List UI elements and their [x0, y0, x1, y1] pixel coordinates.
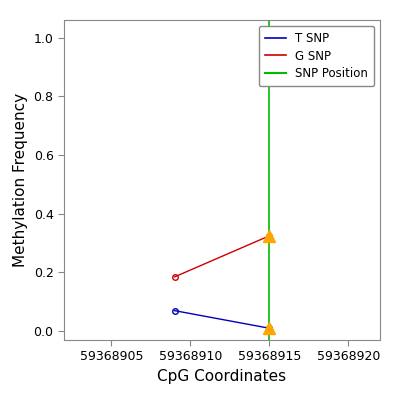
X-axis label: CpG Coordinates: CpG Coordinates — [158, 369, 286, 384]
Y-axis label: Methylation Frequency: Methylation Frequency — [13, 93, 28, 267]
Legend: T SNP, G SNP, SNP Position: T SNP, G SNP, SNP Position — [259, 26, 374, 86]
